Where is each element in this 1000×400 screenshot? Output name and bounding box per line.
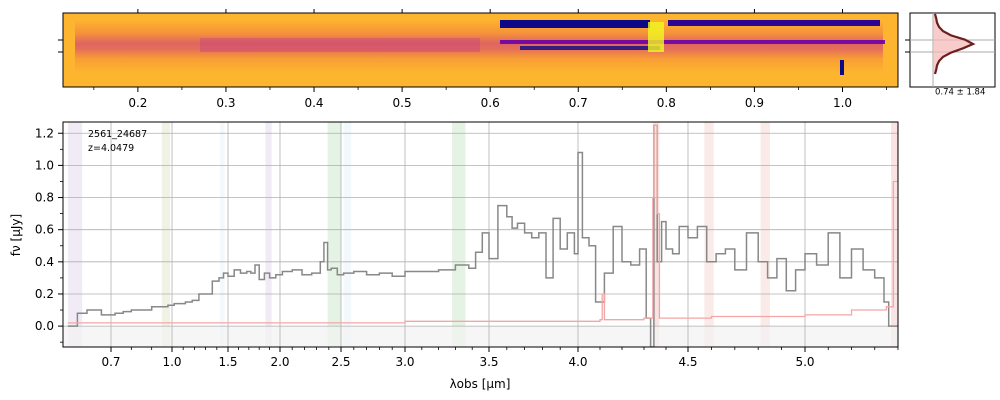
hm-purple-band — [500, 40, 885, 44]
hm-trace-core — [200, 38, 480, 52]
x-tick-label: 4.5 — [678, 355, 697, 369]
x-tick-label: 3.0 — [395, 355, 414, 369]
y-tick-label: 1.0 — [35, 158, 54, 172]
shaded-band — [343, 122, 352, 347]
shaded-band — [67, 122, 83, 347]
y-tick-label: 0.2 — [35, 287, 54, 301]
x-tick-label: 0.7 — [101, 355, 120, 369]
y-tick-label: 0.0 — [35, 319, 54, 333]
spectrum-2d-frame — [62, 12, 899, 88]
series-flux — [67, 124, 898, 347]
shaded-bands — [67, 122, 898, 347]
hm-tick-label: 0.2 — [128, 96, 147, 110]
spectrum-1d-frame — [62, 121, 899, 348]
spatial-profile-panel: 0.74 ± 1.84 — [905, 12, 996, 98]
hm-tick-label: 0.8 — [657, 96, 676, 110]
hm-dark-spot — [840, 60, 844, 75]
hm-yellow-streak — [648, 22, 664, 52]
spectrum-1d-panel: 0.7 1.0 1.5 2.0 2.5 3.0 3.5 4.0 4.5 5.0 0.0 0.2 0.4 0… — [9, 121, 899, 391]
object-id-label: 2561_24687 — [88, 129, 147, 140]
x-tick-label: 3.5 — [479, 355, 498, 369]
shaded-band — [265, 122, 272, 347]
shaded-band — [161, 122, 170, 347]
spatial-profile-content — [905, 13, 995, 88]
shaded-band — [891, 122, 898, 347]
series-group — [67, 124, 898, 347]
hm-tick-label: 0.3 — [216, 96, 235, 110]
redshift-label: z=4.0479 — [88, 143, 134, 154]
hm-tick-label: 0.4 — [304, 96, 323, 110]
negative-region — [63, 326, 898, 347]
hm-tick-label: 0.5 — [393, 96, 412, 110]
shaded-band — [760, 122, 770, 347]
spatial-profile-frame — [909, 12, 996, 88]
y-tick-label: 0.6 — [35, 223, 54, 237]
x-tick-label: 1.5 — [218, 355, 237, 369]
hm-tick-label: 0.9 — [745, 96, 764, 110]
axis-ticks: 0.7 1.0 1.5 2.0 2.5 3.0 3.5 4.0 4.5 5.0 0.0 0.2 0.4 0… — [35, 126, 899, 369]
x-tick-label: 4.0 — [568, 355, 587, 369]
y-tick-label: 0.8 — [35, 191, 54, 205]
profile-fill — [933, 14, 973, 74]
hm-tick-label: 1.0 — [833, 96, 852, 110]
profile-curve — [933, 13, 976, 75]
spectrum-2d-x-ticks: 0.2 0.3 0.4 0.5 0.6 0.7 0.8 0.9 1.0 — [58, 9, 887, 110]
spatial-profile-annotation: 0.74 ± 1.84 — [935, 88, 985, 98]
spectrum-2d-panel: 0.2 0.3 0.4 0.5 0.6 0.7 0.8 0.9 1.0 — [58, 9, 899, 110]
grid-lines — [63, 122, 898, 347]
y-tick-label: 1.2 — [35, 126, 54, 140]
hm-blue-block-right — [668, 20, 880, 26]
series-uncertainty — [67, 124, 898, 324]
hm-blue-block — [500, 20, 650, 28]
hm-tick-label: 0.7 — [569, 96, 588, 110]
y-axis-label: fν [μJy] — [9, 214, 23, 256]
shaded-band — [704, 122, 714, 347]
spectrum-2d-features — [200, 20, 885, 75]
shaded-band — [327, 122, 341, 347]
hm-tick-label: 0.6 — [481, 96, 500, 110]
shaded-band — [452, 122, 466, 347]
shaded-band — [652, 122, 660, 347]
x-tick-label: 2.0 — [270, 355, 289, 369]
hm-dark-band — [520, 46, 660, 50]
x-tick-label: 5.0 — [795, 355, 814, 369]
shaded-band — [220, 122, 225, 347]
x-tick-label: 2.5 — [331, 355, 350, 369]
y-tick-label: 0.4 — [35, 255, 54, 269]
x-axis-label: λobs [μm] — [450, 377, 511, 391]
x-tick-label: 1.0 — [162, 355, 181, 369]
